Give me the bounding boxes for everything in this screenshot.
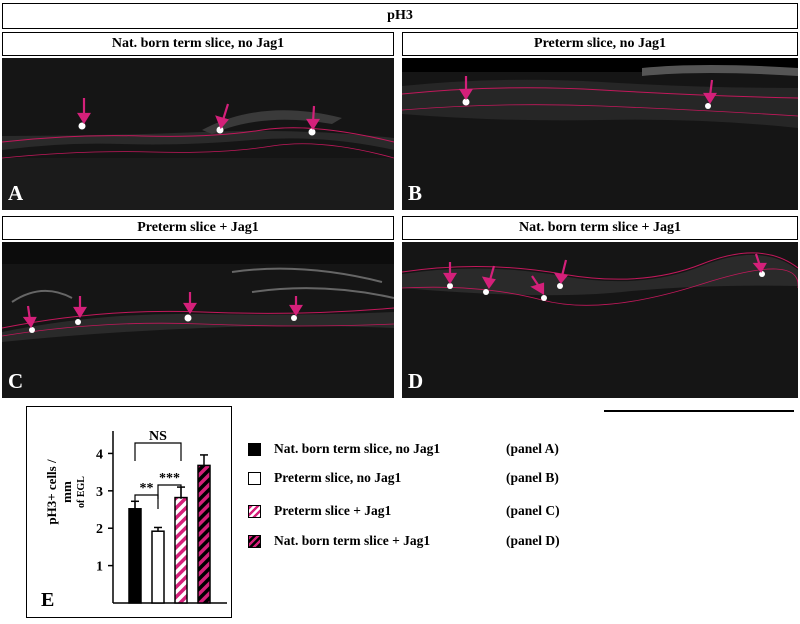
panel-d-drawing <box>402 252 798 306</box>
panel-a-title: Nat. born term slice, no Jag1 <box>2 32 394 56</box>
bar <box>151 530 165 604</box>
y-tick-label: 2 <box>96 522 103 537</box>
chart-e-frame: 1 2 3 4 NS ** *** pH3+ cells / mm of EGL E <box>26 406 232 618</box>
bar <box>128 508 142 604</box>
legend-label-b: Preterm slice, no Jag1 <box>274 470 402 485</box>
legend-item-c: Preterm slice + Jag1 (panel C) <box>248 503 588 521</box>
significance-ns-bracket <box>134 442 182 461</box>
panel-d-letter: D <box>408 369 424 393</box>
panel-b-title-text: Preterm slice, no Jag1 <box>534 36 666 51</box>
scale-bar <box>604 410 794 412</box>
y-tick-label: 1 <box>96 560 103 575</box>
significance-triple-star-label: *** <box>159 471 180 486</box>
panel-d-title: Nat. born term slice + Jag1 <box>402 216 798 240</box>
bar <box>174 496 188 604</box>
micrograph-panel-a: A <box>2 58 394 210</box>
chart-ylabel-sub: of EGL <box>76 476 87 508</box>
panel-c-title: Preterm slice + Jag1 <box>2 216 394 240</box>
significance-double-star-bracket <box>134 494 159 509</box>
y-tick-label: 4 <box>96 447 103 462</box>
significance-ns-label: NS <box>149 429 167 444</box>
legend-item-d: Nat. born term slice + Jag1 (panel D) <box>248 533 588 551</box>
legend-label-d: Nat. born term slice + Jag1 <box>274 533 431 548</box>
legend-panel-a: (panel A) <box>506 441 559 456</box>
panel-b-title: Preterm slice, no Jag1 <box>402 32 798 56</box>
bar <box>197 464 211 604</box>
y-tick-label: 3 <box>96 485 103 500</box>
panel-a-drawing <box>2 98 394 210</box>
legend-swatch-magenta-black-stripes <box>248 535 261 548</box>
chart-ylabel: pH3+ cells / mm of EGL <box>44 452 87 532</box>
panel-a-letter: A <box>8 181 24 205</box>
legend-swatch-solid-black <box>248 443 261 456</box>
chart-ylabel-main: pH3+ cells / mm <box>44 459 74 525</box>
micrograph-panel-b: B <box>402 58 798 210</box>
legend-item-a: Nat. born term slice, no Jag1 (panel A) <box>248 441 588 459</box>
legend-panel-c: (panel C) <box>506 503 560 518</box>
legend-swatch-white <box>248 472 261 485</box>
panel-c-drawing <box>2 242 394 342</box>
legend-item-b: Preterm slice, no Jag1 (panel B) <box>248 470 588 488</box>
panel-c-title-text: Preterm slice + Jag1 <box>137 220 259 235</box>
panel-d-title-text: Nat. born term slice + Jag1 <box>519 220 681 235</box>
figure-header: pH3 <box>2 3 798 29</box>
micrograph-panel-c: C <box>2 242 394 398</box>
chart-panel-letter: E <box>41 589 55 611</box>
panel-b-letter: B <box>408 181 423 205</box>
header-text: pH3 <box>387 8 413 23</box>
legend-label-a: Nat. born term slice, no Jag1 <box>274 441 441 456</box>
significance-double-star-label: ** <box>140 481 154 496</box>
legend-label-c: Preterm slice + Jag1 <box>274 503 392 518</box>
legend-swatch-magenta-white-stripes <box>248 505 261 518</box>
legend-panel-b: (panel B) <box>506 470 559 485</box>
panel-b-drawing <box>402 58 798 128</box>
panel-c-letter: C <box>8 369 24 393</box>
micrograph-panel-d: D <box>402 242 798 398</box>
panel-a-title-text: Nat. born term slice, no Jag1 <box>111 36 285 51</box>
significance-triple-star-bracket <box>157 484 182 499</box>
legend-panel-d: (panel D) <box>506 533 560 548</box>
